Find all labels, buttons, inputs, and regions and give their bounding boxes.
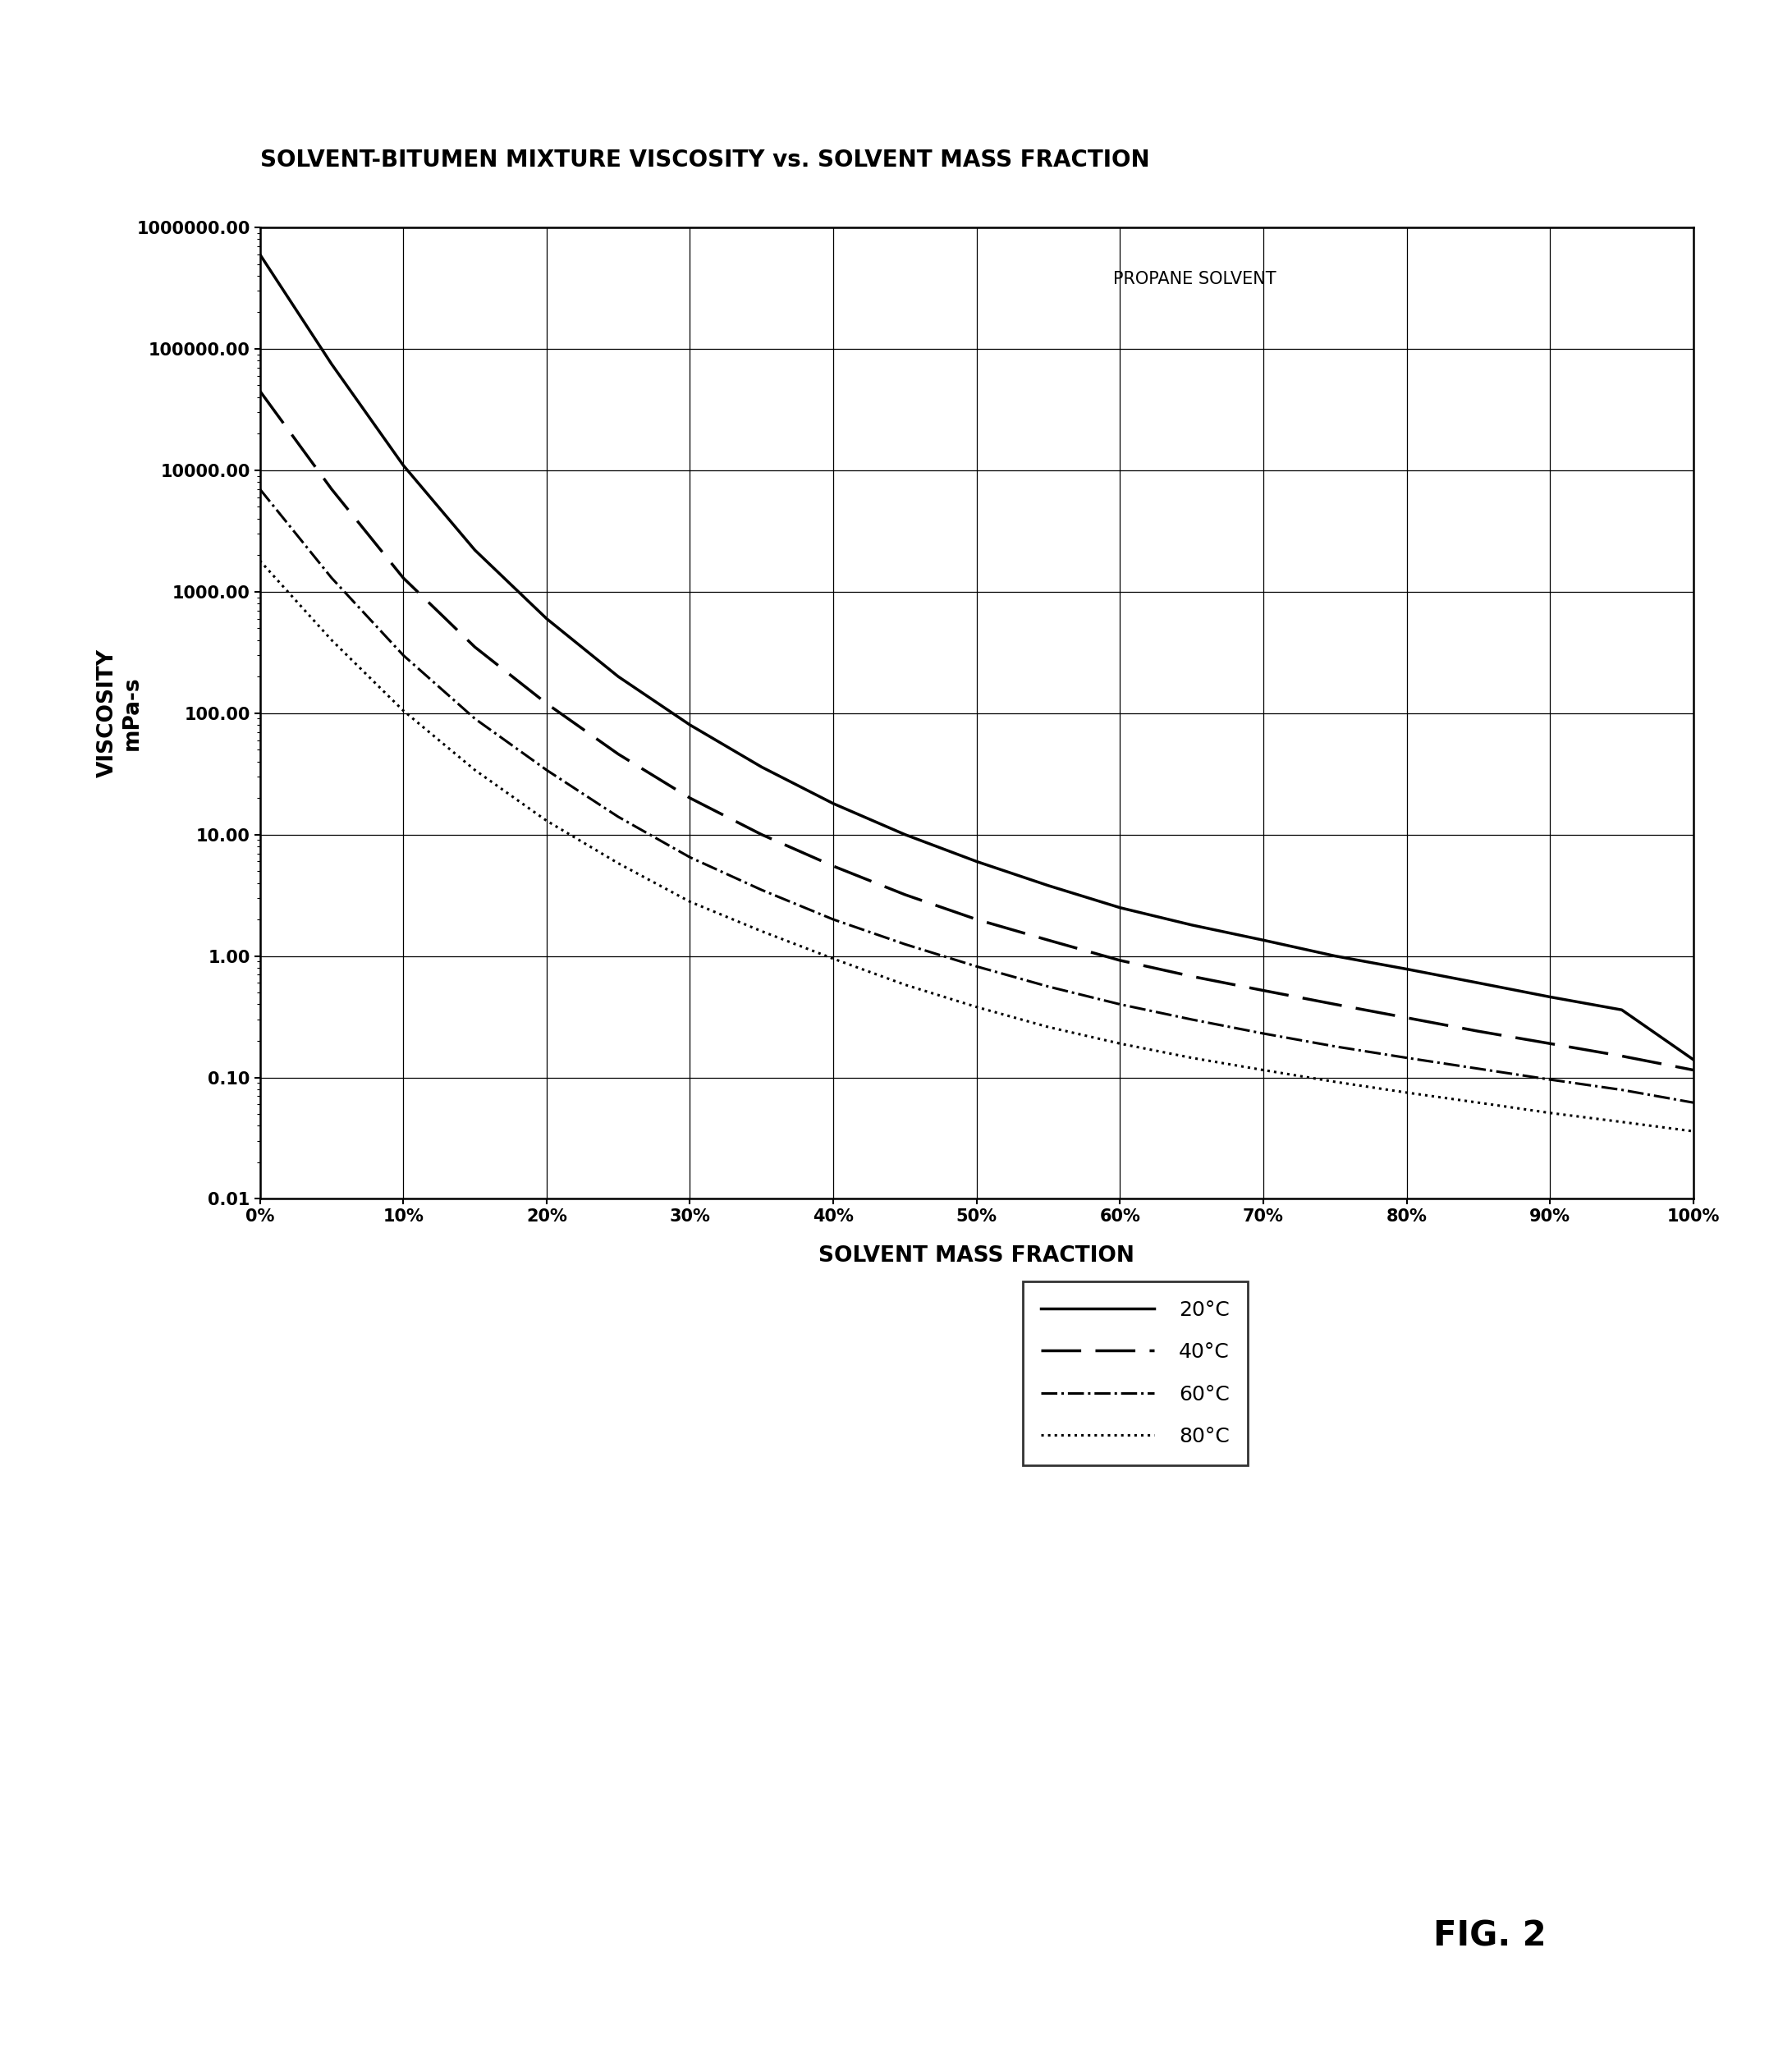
Y-axis label: VISCOSITY
mPa-s: VISCOSITY mPa-s [97,649,142,777]
Text: SOLVENT-BITUMEN MIXTURE VISCOSITY vs. SOLVENT MASS FRACTION: SOLVENT-BITUMEN MIXTURE VISCOSITY vs. SO… [260,149,1149,172]
Legend: 20°C, 40°C, 60°C, 80°C: 20°C, 40°C, 60°C, 80°C [1023,1282,1247,1466]
X-axis label: SOLVENT MASS FRACTION: SOLVENT MASS FRACTION [819,1246,1134,1267]
Text: FIG. 2: FIG. 2 [1434,1918,1546,1953]
Text: PROPANE SOLVENT: PROPANE SOLVENT [1113,271,1276,287]
